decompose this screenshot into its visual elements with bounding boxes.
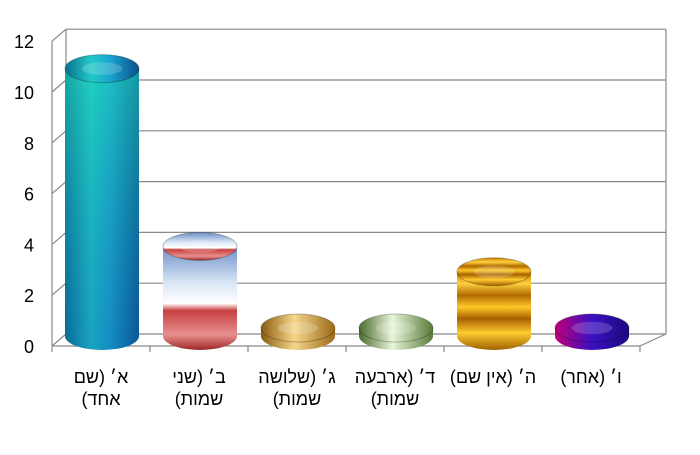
y-tick-label: 8 — [24, 134, 34, 154]
bar — [456, 257, 532, 350]
x-tick-label: ג׳ (שלושה שמות) — [258, 367, 336, 409]
x-tick-label: ו׳ (אחר) — [560, 367, 622, 387]
bar-top — [162, 231, 238, 261]
gridline-depth — [51, 282, 67, 296]
y-tick-label: 2 — [24, 286, 34, 306]
bar-top-highlight — [179, 240, 221, 253]
bar-top — [358, 313, 434, 343]
gridline-depth — [51, 333, 67, 347]
gridline-depth — [51, 79, 67, 93]
bar — [162, 231, 238, 350]
bar-top-highlight — [571, 321, 613, 335]
bar — [554, 313, 630, 350]
gridline-depth — [51, 231, 67, 245]
bar-shade — [65, 68, 139, 350]
chart-gridlines — [51, 28, 666, 347]
x-tick-label: ה׳ (אין שם) — [449, 367, 537, 387]
bar-top — [456, 257, 532, 287]
y-tick-label: 4 — [24, 235, 34, 255]
bar-top — [260, 313, 336, 343]
floor-right-edge — [639, 333, 667, 347]
y-axis-ticks: 0 2 4 6 8 10 12 — [14, 32, 34, 357]
bar-top — [554, 313, 630, 343]
bar-top-highlight — [473, 265, 515, 279]
bar-body — [457, 271, 531, 350]
bar-top-highlight — [81, 62, 123, 75]
gridline-depth — [51, 130, 67, 144]
gridline-depth — [51, 28, 67, 42]
x-tick-label: ב׳ (שני שמות) — [172, 367, 226, 409]
bar-top-highlight — [277, 321, 319, 335]
x-tick-label: ד׳ (ארבעה שמות) — [354, 367, 436, 409]
y-tick-label: 6 — [24, 185, 34, 205]
chart-axes — [51, 29, 667, 352]
y-tick-label: 0 — [24, 337, 34, 357]
bar-body — [163, 246, 237, 350]
bar — [64, 54, 140, 350]
y-tick-label: 10 — [14, 83, 34, 103]
bar — [358, 313, 434, 350]
chart-bars — [64, 54, 630, 350]
gridline-depth — [51, 181, 67, 195]
y-tick-label: 12 — [14, 32, 34, 52]
bar-top — [64, 54, 140, 84]
x-tick-label: א׳ (שם אחד) — [73, 367, 129, 409]
bar — [260, 313, 336, 350]
bar-top-highlight — [375, 321, 417, 335]
